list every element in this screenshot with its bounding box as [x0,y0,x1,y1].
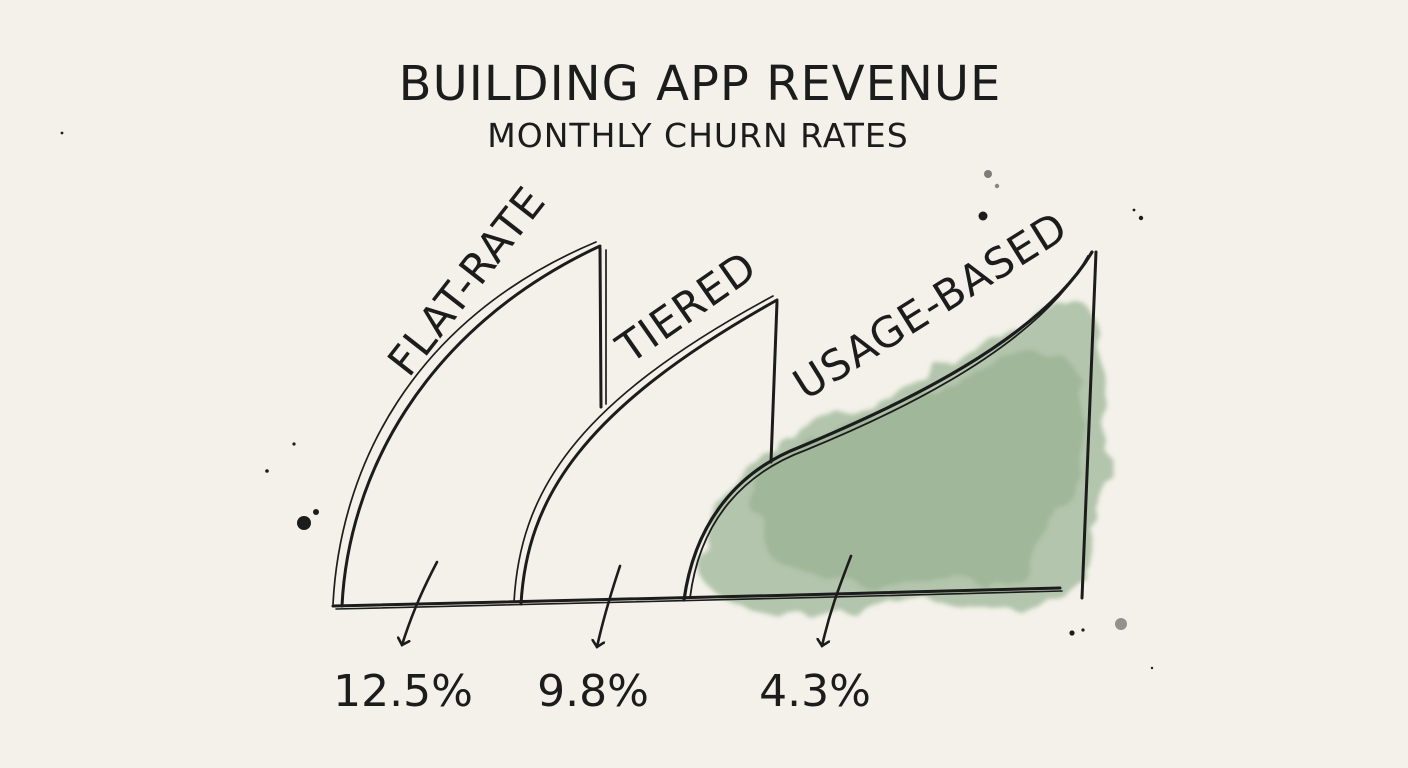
shape-flat-rate [332,241,607,608]
ink-splatter [60,131,1154,670]
highlight-wash [700,300,1107,616]
shape-tiered [513,295,779,606]
value-label-usage-based: 4.3% [759,666,871,717]
value-arrow-usage-based [822,554,853,646]
value-arrow-flat-rate [402,560,439,645]
value-label-flat-rate: 12.5% [333,666,473,717]
shape-usage-based [682,250,1098,602]
value-arrow-tiered [597,564,622,647]
x-axis-baseline [331,586,1063,610]
category-label-tiered: TIERED [607,242,766,374]
chart-title: BUILDING APP REVENUE [399,56,1002,112]
category-label-flat-rate: FLAT-RATE [378,177,555,385]
chart-subtitle: MONTHLY CHURN RATES [487,116,908,155]
value-label-tiered: 9.8% [537,666,649,717]
